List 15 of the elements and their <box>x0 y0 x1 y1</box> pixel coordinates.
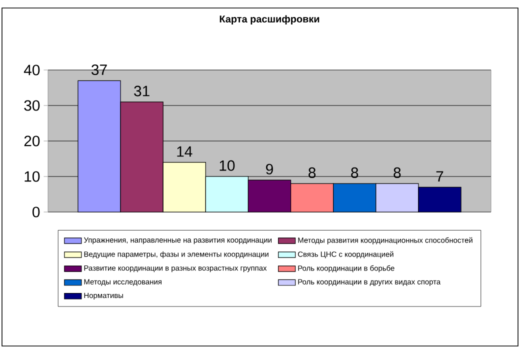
data-label: 31 <box>134 86 150 96</box>
y-tick-label: 30 <box>24 100 40 111</box>
data-label: 7 <box>436 171 444 182</box>
chart-title: Карта расшифровки <box>220 15 320 24</box>
data-label: 14 <box>177 146 192 157</box>
y-tick-label: 0 <box>32 206 40 218</box>
data-label: 10 <box>220 160 235 171</box>
y-tick-label: 40 <box>24 64 40 76</box>
y-tick-label: 10 <box>24 171 40 182</box>
data-label: 8 <box>308 167 316 178</box>
data-label: 37 <box>92 64 107 76</box>
data-label: 8 <box>351 167 358 178</box>
data-label: 9 <box>266 164 273 174</box>
y-tick-label: 20 <box>24 136 40 146</box>
data-label: 8 <box>394 167 401 178</box>
